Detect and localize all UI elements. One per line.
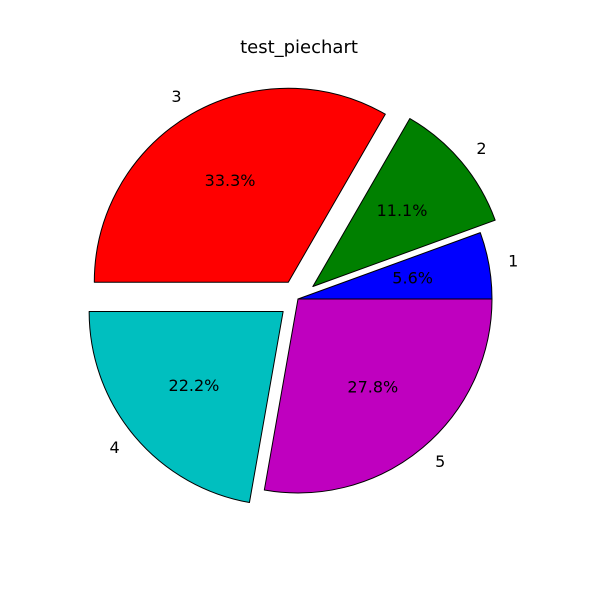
slice-label-4: 4 [109, 438, 119, 457]
pie-slice-4 [88, 310, 284, 504]
pie-slice-3 [93, 87, 386, 283]
percent-label-4: 22.2% [169, 376, 220, 395]
pie-slice-2 [312, 118, 496, 288]
percent-label-5: 27.8% [347, 378, 398, 397]
slice-label-2: 2 [476, 139, 486, 158]
slice-label-5: 5 [435, 452, 445, 471]
chart-title: test_piechart [240, 37, 358, 58]
percent-label-2: 11.1% [377, 201, 428, 220]
slice-label-1: 1 [508, 251, 518, 270]
percent-label-1: 5.6% [392, 268, 433, 287]
pie-slices [88, 87, 496, 504]
pie-labels: 1 5.6% 2 11.1% 3 33.3% 4 22.2% 5 27.8% [109, 87, 518, 471]
slice-label-3: 3 [171, 87, 181, 106]
percent-label-3: 33.3% [205, 171, 256, 190]
pie-slice-5 [263, 298, 493, 494]
